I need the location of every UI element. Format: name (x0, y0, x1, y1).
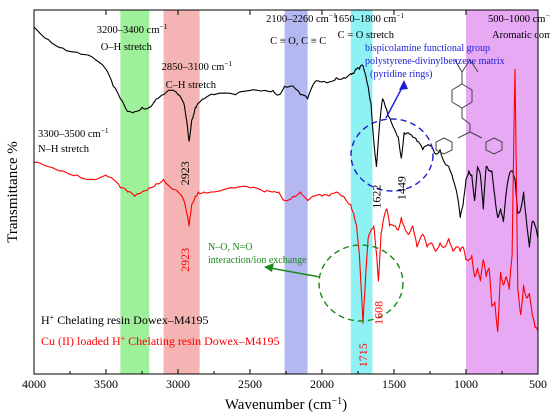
band-3 (350, 10, 373, 374)
x-tick-label-5: 1500 (382, 377, 406, 391)
x-tick-label-4: 2000 (310, 377, 334, 391)
band-label-3: 1650–1800 cm−1 (334, 11, 405, 26)
green-annotation-circle (318, 244, 404, 322)
band-2 (284, 10, 308, 374)
peak-label-5: 1608 (371, 301, 385, 325)
peak-label-1: 1622 (369, 185, 383, 209)
band-1 (163, 10, 200, 374)
blue-arrow-head (399, 80, 408, 90)
series-line-1 (34, 68, 538, 333)
band-label-1: 2850–3100 cm−1 (162, 59, 233, 74)
legend-entry-red: Cu (II) loaded H+ Chelating resin Dowex–… (41, 334, 279, 349)
nh-stretch-label-line2: N–H stretch (38, 144, 90, 155)
band-label-desc-1: C–H stretch (166, 80, 217, 91)
peak-label-2: 1449 (394, 176, 408, 200)
green-arrow-head (264, 263, 274, 272)
x-tick-label-2: 3000 (166, 377, 190, 391)
x-tick-label-3: 2500 (238, 377, 262, 391)
molecule-structure-icon (435, 59, 503, 155)
band-label-4: 500–1000 cm−1 (488, 11, 550, 26)
peak-label-4: 1715 (356, 343, 370, 367)
legend-entry-black: H+ Chelating resin Dowex–M4195 (41, 313, 209, 328)
peak-label-0: 2923 (178, 161, 192, 185)
band-label-desc-2: C ≡ O, C ≡ C (270, 36, 326, 47)
band-label-2: 2100–2260 cm−1 (266, 11, 337, 26)
band-label-0: 3200–3400 cm−1 (97, 22, 168, 37)
peak-label-layer: 2923 1622 1449 2923 1715 1608 (178, 161, 408, 367)
band-label-desc-4: Aromatic compounds (492, 30, 550, 41)
y-axis-label: Transmittance % (5, 141, 21, 243)
peak-label-3: 2923 (178, 248, 192, 272)
x-axis: 4000 3500 3000 2500 2000 1500 1000 500 (22, 10, 547, 391)
band-layer (120, 10, 538, 374)
band-label-desc-3: C = O stretch (338, 30, 395, 41)
band-4 (466, 10, 538, 374)
matrix-label-line1: bispicolamine functional group (365, 43, 490, 54)
band-label-desc-0: O–H stretch (101, 42, 153, 53)
nh-stretch-label-line1: 3300–3500 cm−1 (38, 126, 109, 141)
x-tick-label-6: 1000 (454, 377, 478, 391)
matrix-label-line3: (pyridine rings) (370, 69, 433, 80)
series-line-0 (34, 26, 538, 248)
x-tick-label-1: 3500 (94, 377, 118, 391)
green-annotation-arrow (269, 267, 321, 278)
blue-annotation-circle (350, 118, 434, 192)
series-layer (34, 26, 538, 333)
interaction-label-line2: interaction/ion exchange (208, 255, 307, 266)
matrix-label-line2: polystyrene-divinylbenzene matrix (365, 56, 505, 67)
band-0 (120, 10, 150, 374)
band-label-layer: 3200–3400 cm−1 O–H stretch 2850–3100 cm−1 C… (97, 11, 550, 92)
x-tick-label-0: 4000 (22, 377, 46, 391)
interaction-label-line1: N–O, N=O (208, 242, 253, 253)
x-axis-label: Wavenumber (cm−1) (225, 396, 347, 414)
x-tick-label-7: 500 (529, 377, 547, 391)
